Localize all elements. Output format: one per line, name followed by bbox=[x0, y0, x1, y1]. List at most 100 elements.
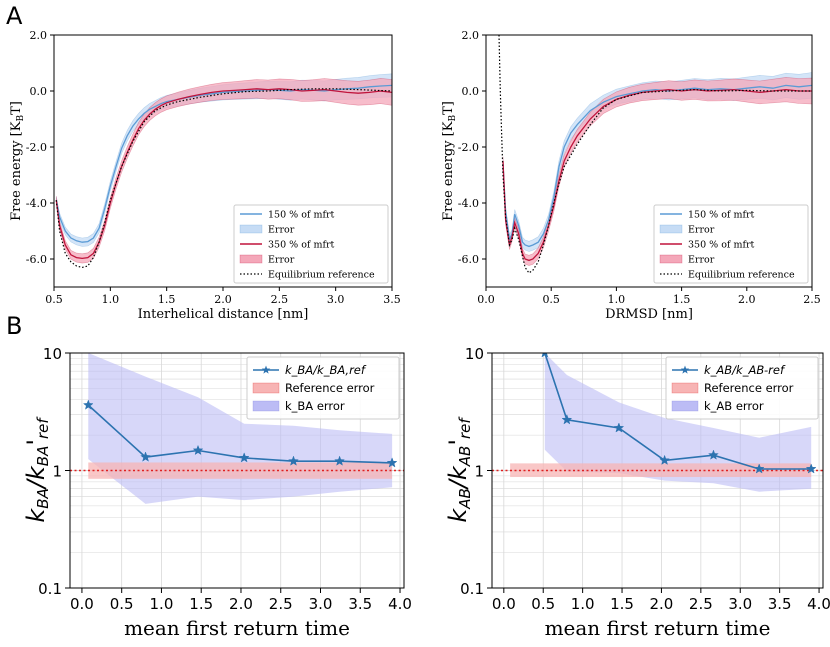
x-tick-label: 2.5 bbox=[803, 293, 821, 306]
y-tick-label: -2.0 bbox=[26, 141, 47, 154]
y-axis-label-part: /k bbox=[444, 465, 472, 490]
y-tick-label: -6.0 bbox=[26, 253, 47, 266]
legend-label: Error bbox=[688, 255, 715, 266]
x-axis-label: Interhelical distance [nm] bbox=[138, 307, 309, 322]
x-tick-label: 0.5 bbox=[110, 595, 134, 613]
y-axis-label-sub: B bbox=[448, 115, 458, 122]
legend-label: k_BA error bbox=[285, 399, 345, 413]
panel-label-b: B bbox=[6, 312, 22, 340]
y-tick-label: -6.0 bbox=[458, 253, 479, 266]
y-tick-label: 0.0 bbox=[30, 85, 48, 98]
x-tick-label: 1.5 bbox=[158, 293, 176, 306]
x-tick-label: 3.0 bbox=[309, 595, 333, 613]
legend-label: Reference error bbox=[704, 381, 794, 395]
y-axis-label-part: /k bbox=[22, 465, 50, 490]
ratio-point bbox=[659, 454, 670, 465]
legend: 150 % of mfrt Error 350 % of mfrt Error Equi… bbox=[233, 204, 389, 284]
error-band bbox=[544, 353, 812, 492]
ratio-point bbox=[541, 353, 549, 358]
ratio-point bbox=[82, 399, 94, 410]
ratio-point bbox=[805, 463, 817, 474]
x-tick-label: 4.0 bbox=[388, 595, 412, 613]
plot-area bbox=[70, 353, 404, 504]
chart-rate-ratio-ab: 0.0 0.5 1.0 1.5 2.0 2.5 3.0 3.5 4.0 0.1 1 10 mean fi… bbox=[444, 345, 830, 640]
x-tick-label: 0.0 bbox=[70, 595, 94, 613]
x-axis-label: mean first return time bbox=[545, 616, 771, 640]
legend-swatch-patch bbox=[239, 224, 263, 234]
y-tick-label: 2.0 bbox=[30, 29, 48, 42]
x-tick-label: 2.0 bbox=[229, 595, 253, 613]
legend: k_BA/k_BA,ref Reference error k_BA error bbox=[246, 356, 400, 420]
y-axis-label-part: AB bbox=[456, 446, 474, 468]
x-tick-label: 1.0 bbox=[102, 293, 120, 306]
legend-label: 150 % of mfrt bbox=[268, 210, 335, 221]
y-tick-label: 2.0 bbox=[462, 29, 480, 42]
ratio-point bbox=[140, 451, 151, 462]
legend-swatch-patch bbox=[659, 224, 683, 234]
y-axis-label-part: k bbox=[444, 508, 472, 523]
ratio-point bbox=[561, 414, 573, 425]
legend-label: Error bbox=[268, 225, 295, 236]
chart-rate-ratio-ba: 0.0 0.5 1.0 1.5 2.0 2.5 3.0 3.5 4.0 0.1 1 10 mean fi… bbox=[22, 345, 412, 640]
y-axis-label-part: AB bbox=[456, 488, 474, 510]
x-tick-label: 2.0 bbox=[650, 595, 674, 613]
x-tick-label: 1.0 bbox=[608, 293, 626, 306]
ratio-point bbox=[238, 452, 250, 463]
legend-swatch-patch bbox=[252, 382, 280, 394]
y-tick-label: -4.0 bbox=[458, 197, 479, 210]
x-tick-label: 0.5 bbox=[531, 595, 555, 613]
x-tick-label: 4.0 bbox=[807, 595, 830, 613]
x-tick-label: 0.0 bbox=[477, 293, 495, 306]
y-axis-label-part: ' bbox=[444, 439, 472, 446]
ratio-point bbox=[192, 444, 204, 456]
chart-free-energy-drmsd: 0.0 0.5 1.0 1.5 2.0 2.5 -6.0 -4.0 -2.0 0.0 2.0 DRMS… bbox=[441, 29, 821, 322]
y-axis-label-sub: B bbox=[16, 115, 26, 122]
x-tick-label: 2.0 bbox=[214, 293, 232, 306]
series-line-equilibrium bbox=[498, 35, 812, 274]
ratio-point bbox=[613, 422, 625, 433]
x-tick-label: 1.0 bbox=[571, 595, 595, 613]
legend-label: Equilibrium reference bbox=[688, 270, 795, 281]
x-tick-label: 2.5 bbox=[269, 595, 293, 613]
x-tick-label: 0.0 bbox=[492, 595, 516, 613]
y-tick-label: 1 bbox=[474, 463, 484, 481]
x-tick-label: 1.5 bbox=[610, 595, 634, 613]
x-tick-label: 3.5 bbox=[768, 595, 792, 613]
x-tick-label: 3.0 bbox=[728, 595, 752, 613]
legend: k_AB/k_AB-ref Reference error k_AB error bbox=[665, 356, 819, 420]
y-tick-label: 1 bbox=[52, 463, 62, 481]
x-tick-label: 2.5 bbox=[271, 293, 289, 306]
y-axis-label: kBA/kBA'ref bbox=[22, 416, 52, 523]
legend-label: k_BA/k_BA,ref bbox=[285, 363, 367, 377]
y-axis-label: kAB/kAB'ref bbox=[444, 416, 474, 523]
y-axis-label: Free energy [KBT] bbox=[441, 101, 458, 221]
plot-frame bbox=[485, 34, 813, 288]
y-tick-label: 10 bbox=[43, 345, 62, 363]
x-tick-label: 2.5 bbox=[689, 595, 713, 613]
y-axis-label-part: ref bbox=[34, 416, 52, 439]
series-line-1 bbox=[55, 88, 392, 260]
ratio-point bbox=[334, 455, 345, 466]
legend-box bbox=[653, 204, 809, 284]
legend-label: 350 % of mfrt bbox=[688, 240, 755, 251]
legend-label: k_AB/k_AB-ref bbox=[704, 363, 786, 377]
y-axis-label-end: T] bbox=[441, 101, 456, 115]
panel-label-a: A bbox=[6, 2, 23, 30]
series-line-1 bbox=[502, 88, 812, 262]
legend-label: 350 % of mfrt bbox=[268, 240, 335, 251]
y-tick-label: 0.1 bbox=[460, 580, 484, 598]
y-axis-label-part: BA bbox=[34, 488, 52, 509]
ratio-point bbox=[386, 457, 398, 468]
legend-label: Reference error bbox=[285, 381, 375, 395]
y-axis-label-end: T] bbox=[9, 101, 24, 115]
plot-area bbox=[55, 73, 392, 269]
x-tick-label: 0.5 bbox=[542, 293, 560, 306]
legend-swatch-patch bbox=[252, 400, 280, 412]
x-tick-label: 3.0 bbox=[327, 293, 345, 306]
y-axis-label: Free energy [KBT] bbox=[9, 101, 26, 221]
ratio-point bbox=[708, 449, 719, 460]
legend-label: Error bbox=[688, 225, 715, 236]
series-error-band-1 bbox=[56, 78, 392, 264]
ratio-point bbox=[288, 455, 299, 466]
